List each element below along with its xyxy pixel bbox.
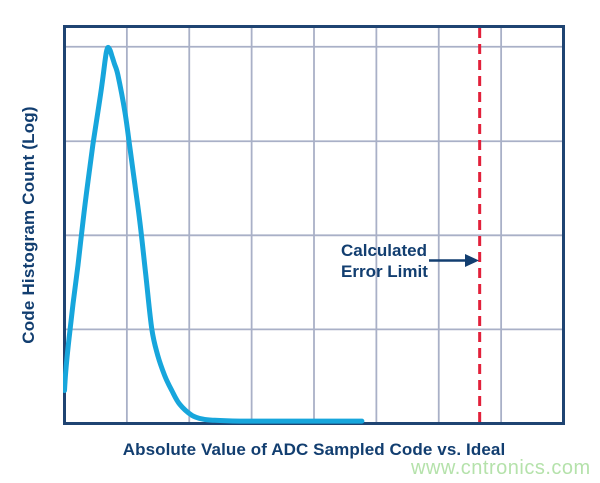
y-axis-label: Code Histogram Count (Log) (19, 106, 38, 344)
error-limit-annotation-line2: Error Limit (341, 262, 428, 281)
error-limit-annotation: Calculated Error Limit (341, 240, 428, 282)
chart-plot-area (63, 25, 565, 425)
arrow-head-icon (465, 254, 479, 267)
watermark: www.cntronics.com (411, 457, 591, 479)
error-limit-annotation-line1: Calculated (341, 241, 427, 260)
x-axis-label: Absolute Value of ADC Sampled Code vs. I… (122, 440, 506, 459)
histogram-curve (63, 44, 365, 424)
